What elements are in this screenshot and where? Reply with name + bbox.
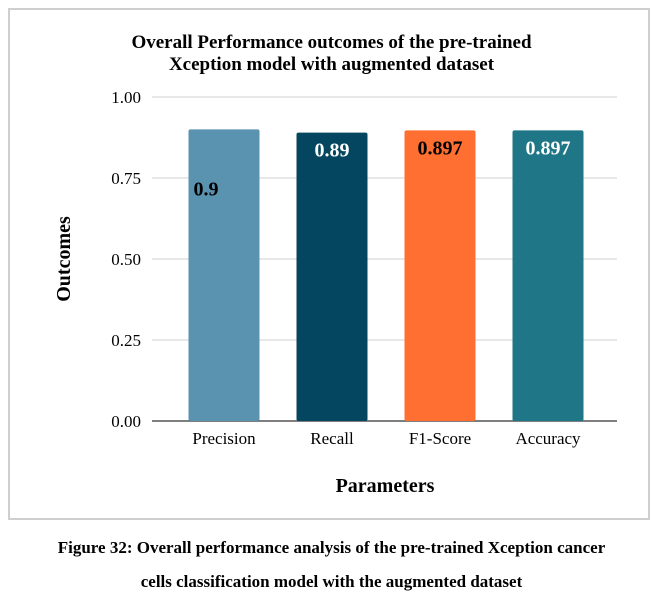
- title-line-2: Xception model with augmented dataset: [168, 54, 495, 75]
- chart-title: Overall Performance outcomes of the pre-…: [0, 32, 663, 76]
- figure-caption-line-1: Figure 32: Overall performance analysis …: [57, 538, 606, 557]
- data-label: 0.89: [315, 140, 350, 162]
- x-tick-label: F1-Score: [409, 429, 471, 448]
- title-line-1: Overall Performance outcomes of the pre-…: [131, 32, 532, 53]
- x-tick-label: Recall: [310, 429, 354, 448]
- chart-frame: [8, 8, 650, 520]
- y-tick-label: 0.75: [111, 169, 141, 188]
- bar-f1-score: [404, 130, 476, 421]
- y-tick-label: 0.25: [111, 331, 141, 350]
- figure-caption-line-2: cells classification model with the augm…: [140, 572, 523, 591]
- x-tick-label: Precision: [192, 429, 256, 448]
- y-tick-label: 1.00: [111, 88, 141, 107]
- data-label: 0.897: [418, 137, 463, 159]
- bar-accuracy: [512, 130, 584, 421]
- y-axis-title: Outcomes: [53, 216, 75, 302]
- y-tick-label: 0.00: [111, 412, 141, 431]
- bar-recall: [296, 132, 368, 421]
- bar-precision: [188, 129, 260, 421]
- data-label: 0.897: [526, 137, 571, 159]
- data-label: 0.9: [194, 178, 219, 200]
- x-axis-title: Parameters: [336, 475, 435, 497]
- x-tick-label: Accuracy: [515, 429, 581, 448]
- y-tick-label: 0.50: [111, 250, 141, 269]
